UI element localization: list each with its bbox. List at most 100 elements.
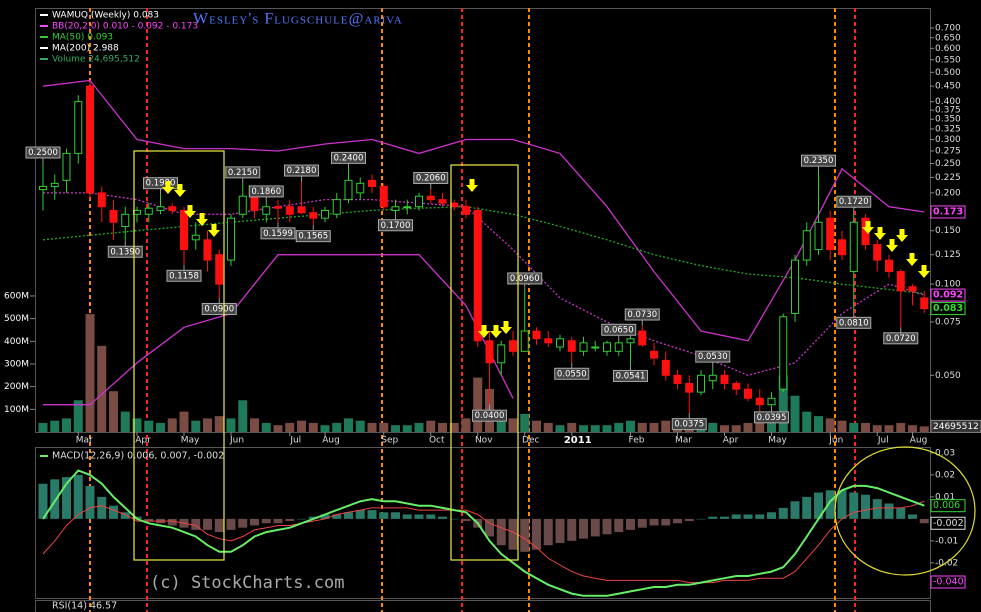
candle-body — [168, 206, 177, 211]
candle-body — [802, 230, 811, 261]
candle-body — [509, 340, 517, 352]
macd-histogram-bar — [567, 518, 577, 541]
label-box — [295, 230, 331, 243]
volume-bar — [755, 420, 765, 432]
value-tag — [930, 205, 966, 219]
candle-body — [332, 199, 341, 215]
volume-tick-label: 200M — [4, 382, 29, 392]
label-box — [472, 409, 507, 422]
label-box — [836, 316, 872, 329]
macd-histogram-bar — [367, 510, 377, 519]
label-box — [166, 269, 202, 282]
overlay-line — [43, 254, 514, 406]
price-tick-label: 0.450 — [935, 82, 961, 92]
candle-body — [462, 206, 470, 215]
candle-body — [285, 206, 294, 215]
price-label: 0.2350 — [804, 156, 834, 166]
label-box — [248, 185, 284, 198]
label-box — [225, 166, 261, 179]
price-label: 0.2150 — [228, 168, 258, 178]
candle-body — [838, 239, 846, 256]
macd-histogram-bar — [120, 512, 130, 519]
candle-body — [39, 185, 47, 191]
macd-histogram-bar — [344, 512, 353, 519]
candle-body — [391, 206, 400, 211]
price-label: 0.2060 — [416, 173, 446, 183]
copyright: (c) StockCharts.com — [150, 573, 344, 593]
x-tick-label: Mar — [675, 436, 692, 446]
price-label: 0.1700 — [381, 221, 411, 231]
volume-bar — [156, 422, 165, 432]
price-label: 0.1720 — [839, 197, 869, 207]
signal-line — [42, 500, 925, 584]
volume-bar — [109, 391, 118, 432]
price-label: 0.1390 — [110, 247, 140, 257]
candle-body — [732, 382, 741, 390]
macd-line — [42, 469, 925, 597]
label-box — [507, 272, 543, 285]
price-label: 0.0375 — [674, 420, 704, 430]
volume-bar — [402, 425, 412, 432]
macd-histogram-bar — [297, 518, 306, 520]
macd-histogram-bar — [308, 516, 318, 519]
volume-bar — [708, 422, 718, 432]
volume-bar — [872, 425, 882, 432]
legend-entry: WAMUQ (Weekly) 0.083 — [52, 11, 159, 21]
volume-bar — [50, 420, 60, 432]
arrow — [174, 184, 186, 197]
macd-histogram-bar — [191, 518, 201, 530]
candle-body — [908, 286, 917, 292]
macd-histogram-bar — [508, 518, 518, 550]
volume-bar — [191, 420, 201, 432]
highlight-box — [450, 164, 519, 561]
macd-histogram-bar — [238, 518, 248, 528]
macd-histogram-bar — [391, 512, 400, 519]
x-tick-label: Apr — [723, 436, 739, 446]
macd-tick-label: 0.03 — [935, 448, 955, 458]
volume-bar — [496, 411, 506, 432]
arrow — [466, 179, 478, 192]
price-label: 0.0730 — [627, 310, 657, 320]
macd-histogram-bar — [144, 518, 154, 522]
volume-bar — [825, 418, 835, 432]
macd-tick-label: 0.02 — [935, 470, 955, 480]
label-box — [378, 219, 413, 232]
x-tick-label: Feb — [629, 436, 645, 446]
macd-histogram-bar — [285, 518, 295, 522]
price-label: 0.0541 — [616, 371, 646, 381]
candle-body — [920, 297, 929, 310]
candle-body — [415, 195, 423, 208]
macd-histogram-bar — [731, 514, 741, 519]
price-label: 0.0530 — [698, 352, 728, 362]
candle-body — [144, 207, 153, 215]
volume-bar — [226, 418, 236, 432]
volume-bar — [344, 418, 353, 432]
volume-bar — [896, 422, 906, 432]
volume-bar — [167, 418, 177, 432]
macd-histogram-bar — [555, 518, 565, 544]
macd-histogram-bar — [414, 514, 424, 519]
candle-body — [661, 359, 670, 376]
candle-body — [426, 195, 435, 201]
volume-bar — [661, 420, 671, 432]
value-tag — [930, 575, 966, 589]
macd-histogram-bar — [485, 518, 494, 537]
macd-histogram-bar — [203, 518, 212, 530]
candle-body — [896, 271, 905, 292]
price-tick-label: 0.500 — [935, 68, 961, 78]
macd-histogram-bar — [355, 510, 365, 519]
candle-body — [379, 185, 388, 208]
label-box — [284, 164, 319, 177]
value-tag-label: 0.092 — [933, 290, 963, 301]
volume-bar — [97, 345, 107, 432]
macd-tick-label: -0.01 — [935, 536, 958, 546]
volume-bar — [461, 418, 471, 432]
value-tag-label: -0.002 — [933, 518, 964, 529]
volume-bar — [38, 422, 48, 432]
label-box — [413, 171, 449, 184]
volume-bar — [637, 422, 647, 432]
x-tick-label: Jul — [877, 436, 889, 446]
candle-body — [685, 382, 694, 393]
macd-histogram-bar — [696, 518, 706, 520]
candle-body — [767, 397, 776, 406]
